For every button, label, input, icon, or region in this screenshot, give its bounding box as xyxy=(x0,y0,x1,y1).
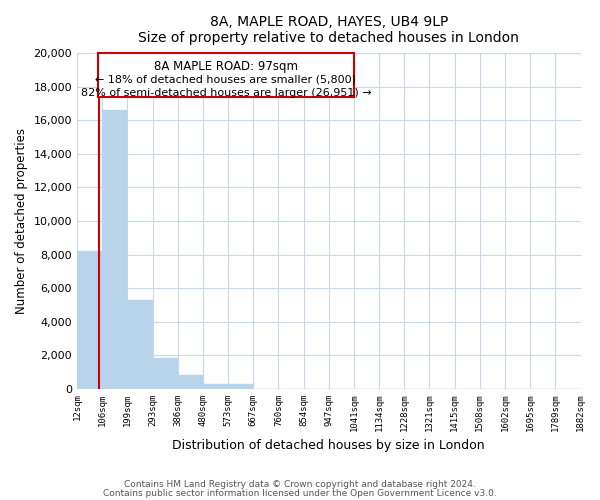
Bar xyxy=(152,358,178,388)
Bar xyxy=(98,54,354,97)
Bar xyxy=(102,110,127,388)
Bar xyxy=(228,384,253,388)
Text: Contains public sector information licensed under the Open Government Licence v3: Contains public sector information licen… xyxy=(103,489,497,498)
Title: 8A, MAPLE ROAD, HAYES, UB4 9LP
Size of property relative to detached houses in L: 8A, MAPLE ROAD, HAYES, UB4 9LP Size of p… xyxy=(139,15,519,45)
Bar xyxy=(77,251,102,388)
X-axis label: Distribution of detached houses by size in London: Distribution of detached houses by size … xyxy=(172,440,485,452)
Text: 82% of semi-detached houses are larger (26,951) →: 82% of semi-detached houses are larger (… xyxy=(80,88,371,98)
Bar xyxy=(203,384,228,388)
Text: 8A MAPLE ROAD: 97sqm: 8A MAPLE ROAD: 97sqm xyxy=(154,60,298,73)
Text: Contains HM Land Registry data © Crown copyright and database right 2024.: Contains HM Land Registry data © Crown c… xyxy=(124,480,476,489)
Text: ← 18% of detached houses are smaller (5,800): ← 18% of detached houses are smaller (5,… xyxy=(95,74,356,85)
Bar xyxy=(178,376,203,388)
Y-axis label: Number of detached properties: Number of detached properties xyxy=(15,128,28,314)
Bar xyxy=(127,300,152,388)
